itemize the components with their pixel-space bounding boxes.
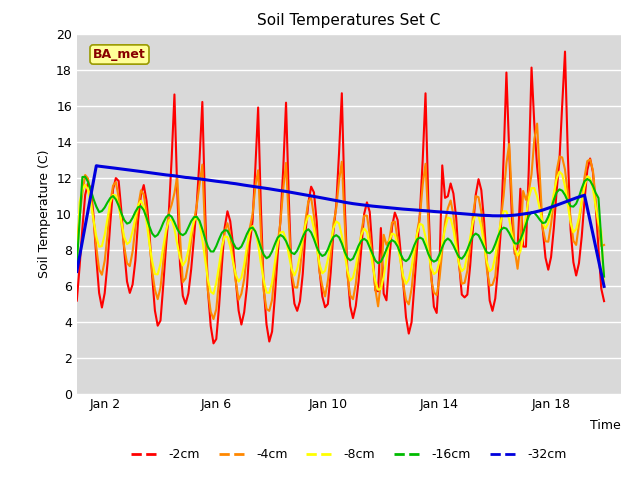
-16cm [132,209,140,215]
Text: BA_met: BA_met [93,48,146,61]
-4cm [129,249,136,254]
Title: Soil Temperatures Set C: Soil Temperatures Set C [257,13,440,28]
-2cm [340,198,348,204]
-32cm [93,163,100,168]
Line: -16cm: -16cm [77,177,604,276]
-32cm [198,177,206,182]
-16cm [235,246,243,252]
-16cm [316,250,323,256]
-2cm [210,340,218,346]
-4cm [340,218,348,224]
-8cm [129,228,136,234]
-16cm [198,227,206,232]
-2cm [129,282,136,288]
-32cm [227,180,234,186]
-16cm [73,262,81,267]
-4cm [196,181,204,187]
-4cm [533,120,541,126]
-32cm [132,168,140,174]
-8cm [316,261,323,267]
-2cm [227,218,234,224]
-16cm [600,274,608,279]
-4cm [73,240,81,246]
-4cm [210,316,218,322]
-8cm [235,279,243,285]
-8cm [73,269,81,275]
-4cm [600,242,608,248]
-16cm [340,249,348,254]
-2cm [196,156,204,162]
-32cm [340,199,348,205]
Y-axis label: Soil Temperature (C): Soil Temperature (C) [38,149,51,278]
-2cm [561,48,569,54]
-32cm [235,181,243,187]
-4cm [316,269,323,275]
-32cm [316,194,323,200]
-8cm [210,291,218,297]
-8cm [227,244,234,250]
-32cm [73,268,81,274]
-8cm [556,169,563,175]
-16cm [227,233,234,239]
Line: -32cm: -32cm [77,166,604,287]
-8cm [196,220,204,226]
-32cm [600,284,608,289]
-8cm [340,251,348,256]
-2cm [73,298,81,303]
-16cm [81,174,89,180]
Legend: -2cm, -4cm, -8cm, -16cm, -32cm: -2cm, -4cm, -8cm, -16cm, -32cm [126,443,572,466]
-2cm [235,308,243,313]
-8cm [600,284,608,290]
Line: -4cm: -4cm [77,123,604,319]
Line: -8cm: -8cm [77,172,604,294]
-2cm [600,298,608,304]
-2cm [316,267,323,273]
-4cm [227,232,234,238]
-4cm [235,297,243,303]
Line: -2cm: -2cm [77,51,604,343]
Text: Time: Time [590,419,621,432]
